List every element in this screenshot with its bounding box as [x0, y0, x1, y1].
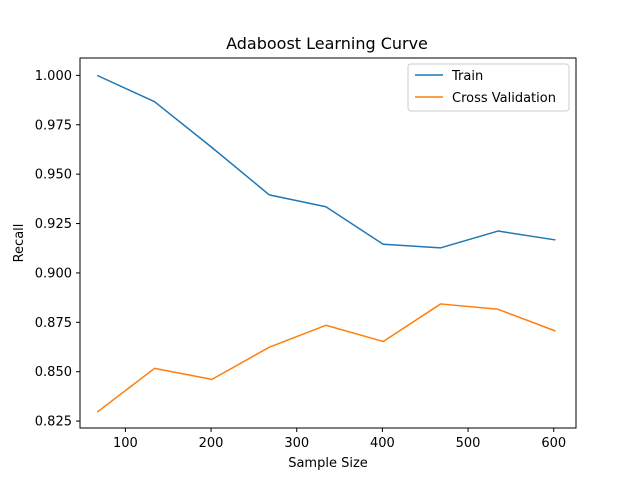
y-tick-label: 1.000	[35, 69, 72, 84]
y-tick-label: 0.975	[35, 118, 72, 133]
x-tick-label: 600	[541, 436, 566, 451]
y-tick-label: 0.875	[35, 316, 72, 331]
series-line-train	[96, 74, 556, 249]
y-tick-label: 0.950	[35, 168, 72, 183]
x-axis: 100 200 300 400 500 600	[113, 428, 566, 451]
x-tick-label: 500	[456, 436, 481, 451]
x-tick-label: 100	[113, 436, 138, 451]
y-axis-label: Recall	[12, 224, 27, 263]
y-axis: 0.825 0.850 0.875 0.900 0.925 0.950 0.975 1.000	[35, 69, 80, 430]
x-tick-label: 300	[284, 436, 309, 451]
series-layer	[96, 74, 556, 413]
series-line-cross-validation	[96, 303, 556, 413]
x-tick-label: 400	[370, 436, 395, 451]
y-tick-label: 0.825	[35, 415, 72, 430]
plot-frame	[79, 57, 577, 429]
x-axis-label: Sample Size	[288, 456, 368, 471]
legend-label-cross-validation: Cross Validation	[452, 91, 556, 106]
y-tick-label: 0.900	[35, 266, 72, 281]
y-tick-label: 0.850	[35, 365, 72, 380]
chart-title: Adaboost Learning Curve	[226, 34, 428, 53]
x-tick-label: 200	[199, 436, 224, 451]
legend-box	[407, 63, 570, 112]
legend-label-train: Train	[451, 69, 483, 84]
legend: Train Cross Validation	[407, 63, 570, 112]
y-tick-label: 0.925	[35, 217, 72, 232]
